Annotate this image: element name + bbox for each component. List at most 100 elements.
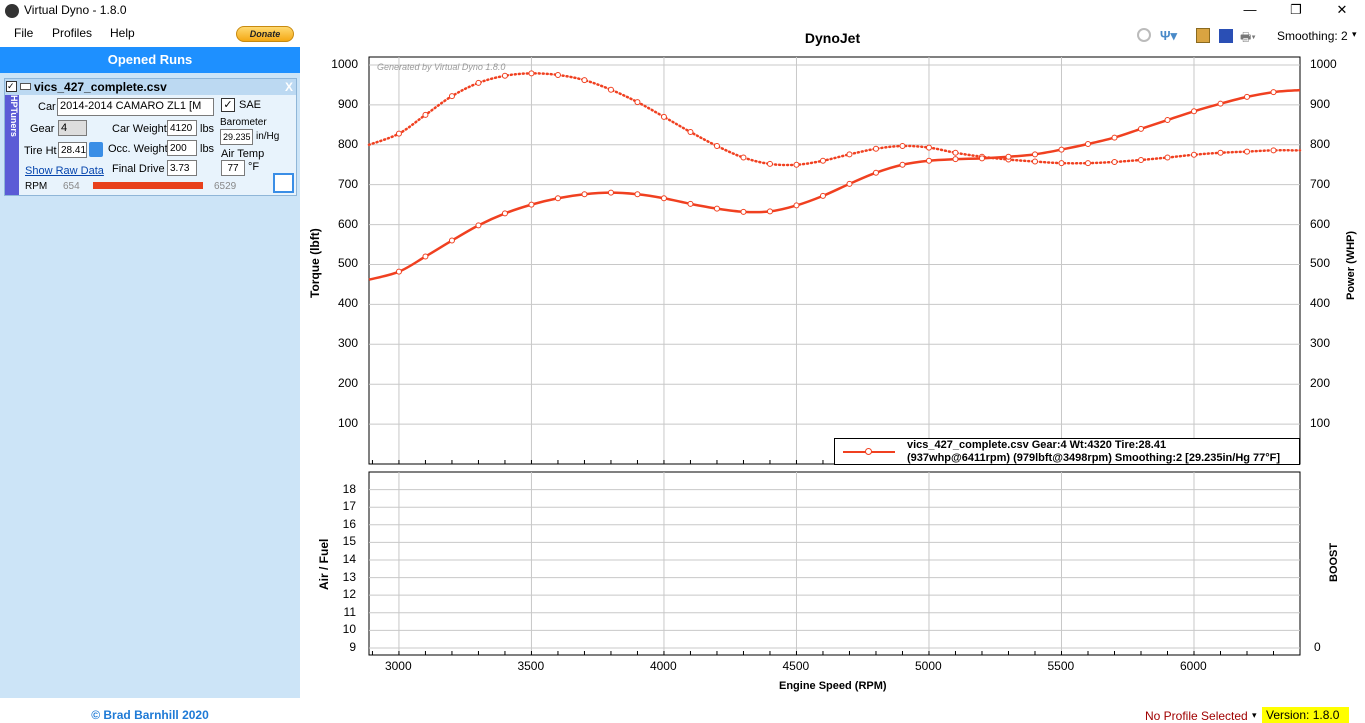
- point-power: [554, 195, 561, 202]
- title-bar: Virtual Dyno - 1.8.0 — ❐ ✕: [0, 0, 1365, 22]
- point-torque: [1164, 154, 1171, 161]
- chevron-down-icon[interactable]: ▾: [1252, 710, 1257, 720]
- y-tick-label: 400: [337, 296, 358, 311]
- y2-tick-label: 300: [1310, 336, 1331, 351]
- point-power: [766, 208, 773, 215]
- point-power: [634, 191, 641, 198]
- graph-icon[interactable]: [273, 173, 294, 193]
- y2-axis-label-boost: BOOST: [1328, 542, 1340, 582]
- afr-tick-label: 15: [342, 534, 356, 549]
- minimize-button[interactable]: —: [1243, 2, 1257, 17]
- run-card: ✓ vics_427_complete.csv X HPTuners Car 2…: [4, 78, 297, 196]
- barometer-input[interactable]: 29.235: [220, 129, 253, 145]
- point-power: [1084, 140, 1091, 147]
- x-tick-label: 4500: [782, 659, 810, 673]
- y2-tick-label: 700: [1310, 176, 1331, 191]
- point-torque: [740, 154, 747, 161]
- final-drive-label: Final Drive: [112, 163, 165, 175]
- point-torque: [899, 142, 906, 149]
- y-tick-label: 300: [337, 336, 358, 351]
- occ-weight-input[interactable]: 200: [167, 140, 197, 156]
- chart-legend: vics_427_complete.csv Gear:4 Wt:4320 Tir…: [834, 438, 1300, 465]
- chevron-down-icon[interactable]: ▾: [1352, 29, 1357, 39]
- show-raw-data-link[interactable]: Show Raw Data: [25, 165, 104, 177]
- y2-tick-label: 600: [1310, 216, 1331, 231]
- point-power: [395, 268, 402, 275]
- point-torque: [501, 72, 508, 79]
- point-power: [448, 237, 455, 244]
- point-power: [1111, 134, 1118, 141]
- air-temp-input[interactable]: 77: [221, 160, 245, 176]
- point-torque: [872, 145, 879, 152]
- opened-runs-header: Opened Runs: [0, 47, 300, 73]
- car-weight-input[interactable]: 4120: [167, 120, 197, 136]
- calculator-icon[interactable]: [89, 142, 103, 157]
- point-torque: [1217, 149, 1224, 156]
- x-tick-label: 3500: [517, 659, 545, 673]
- point-torque: [1084, 160, 1091, 167]
- x-tick-label: 3000: [384, 659, 412, 673]
- rpm-min: 654: [63, 181, 80, 192]
- y-tick-label: 700: [337, 176, 358, 191]
- menu-profiles[interactable]: Profiles: [52, 26, 93, 40]
- point-power: [1031, 151, 1038, 158]
- zoom-out-icon[interactable]: [1137, 28, 1151, 42]
- point-torque: [581, 77, 588, 84]
- point-power: [925, 157, 932, 164]
- sae-label: SAE: [239, 99, 262, 111]
- point-power: [1058, 146, 1065, 153]
- close-button[interactable]: ✕: [1336, 2, 1348, 17]
- close-run-button[interactable]: X: [285, 80, 294, 94]
- point-torque: [846, 151, 853, 158]
- point-power: [607, 189, 614, 196]
- point-power: [422, 253, 429, 260]
- point-power: [581, 191, 588, 198]
- y2-tick-label: 100: [1310, 416, 1331, 431]
- lower-plot-area: [368, 471, 1301, 656]
- final-drive-input[interactable]: 3.73: [167, 160, 197, 176]
- point-power: [1190, 108, 1197, 115]
- y2-tick-label: 800: [1310, 136, 1331, 151]
- car-select[interactable]: 2014-2014 CAMARO ZL1 [M: [57, 98, 214, 116]
- x-tick-label: 6000: [1179, 659, 1207, 673]
- y-tick-label: 900: [337, 96, 358, 111]
- point-power: [660, 195, 667, 202]
- gear-select[interactable]: 4: [58, 120, 87, 136]
- afr-tick-label: 12: [342, 587, 356, 602]
- point-torque: [1111, 158, 1118, 165]
- menu-help[interactable]: Help: [110, 26, 135, 40]
- y-tick-label: 100: [337, 416, 358, 431]
- menu-file[interactable]: File: [14, 26, 34, 40]
- run-visible-checkbox[interactable]: ✓: [6, 81, 17, 92]
- y-axis-label-afr: Air / Fuel: [317, 538, 331, 590]
- clipboard-icon[interactable]: [1196, 28, 1210, 43]
- point-power: [1270, 89, 1277, 96]
- point-power: [687, 200, 694, 207]
- afr-tick-label: 18: [342, 481, 356, 496]
- y2-tick-label: 900: [1310, 96, 1331, 111]
- print-icon[interactable]: 🖶▾: [1240, 30, 1256, 44]
- y-tick-label: 200: [337, 376, 358, 391]
- afr-tick-label: 14: [342, 551, 356, 566]
- point-torque: [528, 70, 535, 77]
- maximize-button[interactable]: ❐: [1290, 2, 1302, 17]
- version-badge[interactable]: Version: 1.8.0: [1262, 707, 1349, 723]
- point-power: [793, 202, 800, 209]
- point-torque: [687, 129, 694, 136]
- y2-tick-label: 200: [1310, 376, 1331, 391]
- profile-status[interactable]: No Profile Selected: [1145, 709, 1248, 723]
- point-power: [1005, 153, 1012, 160]
- rpm-max: 6529: [214, 181, 237, 192]
- rpm-range-slider[interactable]: [93, 182, 203, 189]
- point-power: [475, 222, 482, 229]
- sae-checkbox[interactable]: ✓: [221, 98, 235, 112]
- point-torque: [1270, 147, 1277, 154]
- tools-icon[interactable]: Ψ▾: [1160, 28, 1178, 43]
- point-power: [952, 156, 959, 163]
- donate-button[interactable]: Donate: [236, 26, 294, 42]
- point-power: [528, 201, 535, 208]
- smoothing-dropdown[interactable]: Smoothing: 2: [1277, 29, 1348, 43]
- save-icon[interactable]: [1219, 29, 1233, 43]
- tire-height-input[interactable]: 28.41: [58, 142, 87, 158]
